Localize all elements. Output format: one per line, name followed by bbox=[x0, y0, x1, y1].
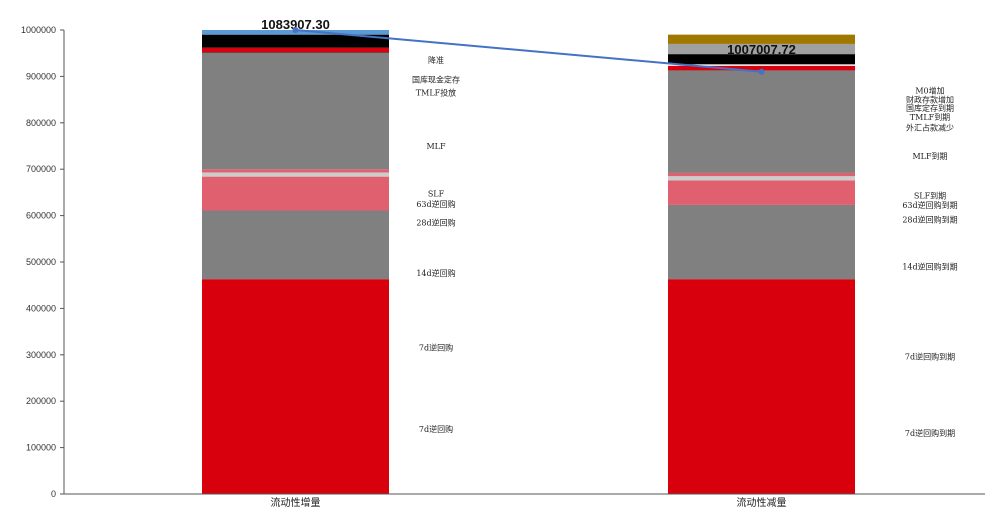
bar-stacks bbox=[202, 30, 855, 494]
segment-label: TMLF到期 bbox=[910, 113, 950, 122]
segment-label: 7d逆回购 bbox=[419, 342, 453, 352]
segment-label: SLF到期 bbox=[914, 192, 946, 201]
segment-label: 63d逆回购 bbox=[416, 199, 455, 209]
x-category-label: 流动性减量 bbox=[737, 496, 787, 508]
x-axis: 流动性增量 流动性减量 bbox=[64, 493, 985, 508]
segment-label: 7d逆回购到期 bbox=[905, 428, 955, 438]
y-tick-label: 500000 bbox=[26, 257, 56, 267]
segment-label: 外汇占款减少 bbox=[906, 122, 954, 132]
segment-label: 财政存款增加 bbox=[906, 95, 954, 105]
y-axis: 0 100000 200000 300000 400000 500000 600000 700… bbox=[21, 25, 65, 499]
y-tick-label: 700000 bbox=[26, 164, 56, 174]
total-label: 1007007.72 bbox=[727, 42, 796, 57]
bar-segment bbox=[202, 279, 389, 494]
segment-label: MLF bbox=[426, 142, 446, 151]
total-label: 1083907.30 bbox=[261, 17, 330, 32]
segment-label: TMLF投放 bbox=[416, 88, 456, 98]
bar-segment bbox=[202, 47, 389, 53]
y-tick-label: 100000 bbox=[26, 443, 56, 453]
bar-segment bbox=[668, 180, 855, 205]
y-tick-label: 200000 bbox=[26, 396, 56, 406]
y-tick-label: 900000 bbox=[26, 71, 56, 81]
segment-label: 7d逆回购到期 bbox=[905, 352, 955, 362]
segment-label: 降准 bbox=[428, 55, 444, 65]
bar-segment bbox=[202, 169, 389, 173]
segment-label: SLF bbox=[428, 189, 445, 198]
bar-segment bbox=[202, 53, 389, 170]
y-tick-label: 0 bbox=[51, 489, 56, 499]
bar-segment bbox=[668, 54, 855, 65]
segment-label: 28d逆回购 bbox=[416, 218, 455, 228]
segment-label: 14d逆回购 bbox=[416, 268, 455, 278]
segment-label: MLF到期 bbox=[912, 152, 947, 161]
series-line-layer bbox=[292, 27, 765, 75]
bar-segment bbox=[668, 43, 855, 55]
bar-segment bbox=[202, 172, 389, 177]
series-line bbox=[295, 29, 762, 73]
segment-label: 63d逆回购到期 bbox=[902, 200, 957, 210]
bar-segment bbox=[668, 279, 855, 494]
y-tick-label: 400000 bbox=[26, 303, 56, 313]
y-tick-label: 300000 bbox=[26, 350, 56, 360]
segment-label: 国库现金定存 bbox=[412, 75, 460, 85]
bar-segment bbox=[668, 172, 855, 177]
segment-label: 国库定存到期 bbox=[906, 103, 954, 113]
segment-label: 14d逆回购到期 bbox=[902, 262, 957, 272]
bar-segment bbox=[668, 204, 855, 280]
series-point bbox=[758, 68, 765, 75]
y-tick-label: 800000 bbox=[26, 118, 56, 128]
y-tick-label: 1000000 bbox=[21, 25, 56, 35]
series-point bbox=[292, 27, 299, 33]
x-category-label: 流动性增量 bbox=[271, 496, 321, 508]
segment-label: 7d逆回购 bbox=[419, 424, 453, 434]
bar-segment bbox=[202, 52, 389, 54]
segment-label: M0增加 bbox=[915, 85, 944, 95]
y-tick-label: 600000 bbox=[26, 211, 56, 221]
bar-segment bbox=[202, 34, 389, 48]
bar-segment bbox=[668, 34, 855, 44]
bar-segment bbox=[202, 210, 389, 280]
bar-segment bbox=[668, 64, 855, 66]
bar-segment bbox=[668, 70, 855, 173]
bar-segment bbox=[668, 65, 855, 71]
bar-segment bbox=[202, 176, 389, 211]
segment-label: 28d逆回购到期 bbox=[902, 214, 957, 224]
bar-segment bbox=[668, 176, 855, 181]
